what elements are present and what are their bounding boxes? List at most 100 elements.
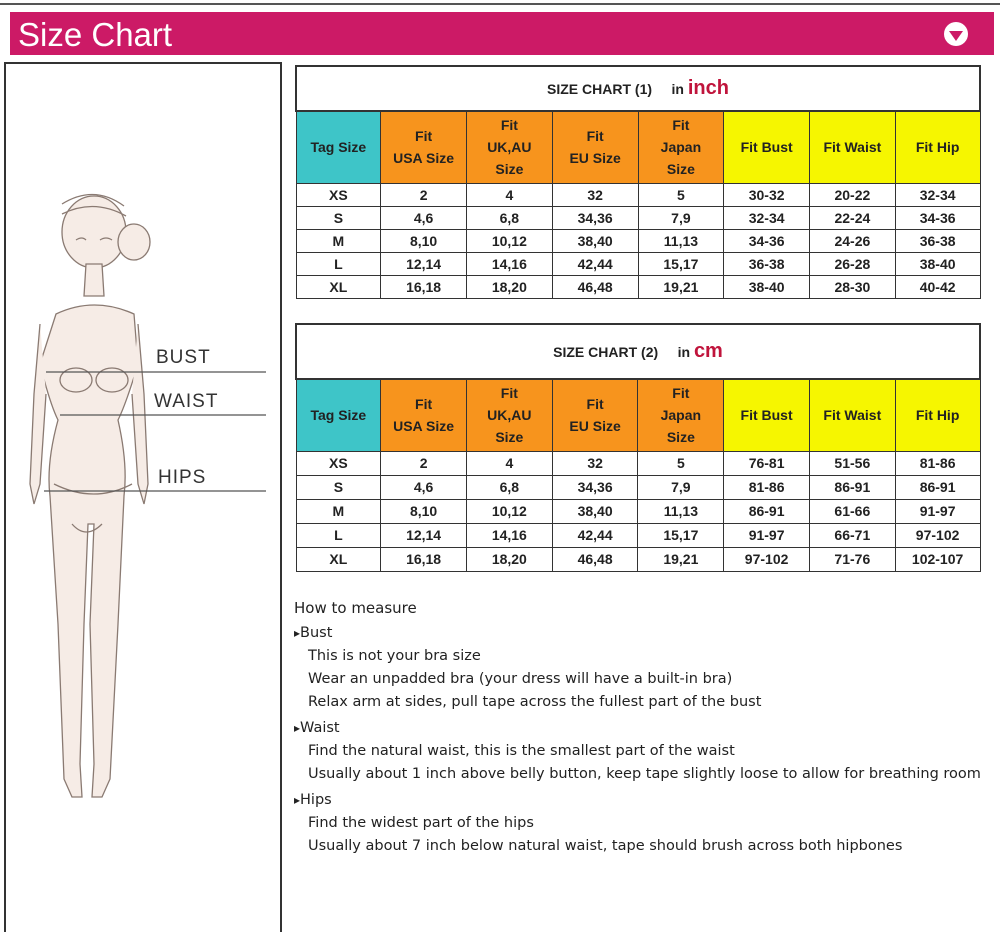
table-cell: 51-56 (808, 450, 896, 476)
column-header: Fit USA Size (380, 110, 467, 184)
table-cell: 86-91 (894, 474, 981, 500)
instruction-line: Find the widest part of the hips (308, 815, 534, 831)
column-header: Fit EU Size (551, 110, 639, 184)
table-cell: 15,17 (637, 251, 725, 276)
in-text: in (671, 81, 684, 97)
table-row: XL 16,18 18,20 46,48 19,21 97-102 71-76 102-107 (295, 546, 981, 572)
table-title: SIZE CHART (1) in inch (295, 65, 981, 112)
table-row: L 12,14 14,16 42,44 15,17 91-97 66-71 97-102 (295, 522, 981, 548)
waist-label: WAIST (154, 391, 219, 412)
column-header-text: Fit (586, 128, 604, 145)
table-cell: 16,18 (380, 274, 467, 299)
size-chart-cm-table: SIZE CHART (2) in cm Tag Size Fit USA Size… (295, 323, 981, 572)
column-header-text: EU Size (569, 418, 621, 435)
column-header-text: Fit (415, 396, 433, 413)
table-cell: 18,20 (465, 274, 553, 299)
table-cell: L (295, 251, 382, 276)
frame-border (0, 3, 1000, 5)
section-title: Hips (294, 789, 981, 812)
section-title: Bust (294, 622, 981, 645)
table-cell: 86-91 (723, 498, 810, 524)
column-header-text: Tag Size (310, 139, 367, 156)
table-cell: L (295, 522, 382, 548)
size-chart-inch-table: SIZE CHART (1) in inch Tag Size Fit USA Si… (295, 65, 981, 299)
table-cell: 66-71 (808, 522, 896, 548)
table-cell: 61-66 (808, 498, 896, 524)
column-header: Tag Size (295, 378, 382, 452)
table-cell: 76-81 (723, 450, 810, 476)
column-header-text: Fit Waist (823, 139, 882, 156)
chevron-down-circle-icon[interactable] (944, 22, 968, 46)
column-header: Fit UK,AU Size (465, 378, 553, 452)
column-header-text: Fit Bust (740, 139, 793, 156)
table-cell: XL (295, 274, 382, 299)
table-cell: 26-28 (809, 251, 896, 276)
column-header-text: Fit (500, 385, 518, 402)
table-cell: 32-34 (723, 205, 810, 230)
table-cell: 38-40 (723, 274, 810, 299)
table-cell: M (295, 228, 382, 253)
table-cell: 20-22 (809, 182, 896, 207)
column-header: Fit Waist (809, 110, 896, 184)
how-to-heading: How to measure (294, 599, 417, 617)
column-header-text: Size (495, 429, 524, 446)
table-cell: 86-91 (808, 474, 896, 500)
table-cell: 91-97 (894, 498, 981, 524)
column-header-text: UK,AU (487, 139, 532, 156)
table-cell: 42,44 (551, 522, 639, 548)
column-header-text: Fit (500, 117, 518, 134)
table-row: XS 2 4 32 5 76-81 51-56 81-86 (295, 450, 981, 476)
table-cell: 18,20 (465, 546, 553, 572)
measure-section-bust: Bust This is not your bra size Wear an unp… (294, 622, 981, 714)
table-cell: 5 (637, 182, 725, 207)
table-cell: 8,10 (380, 228, 467, 253)
table-row: M 8,10 10,12 38,40 11,13 86-91 61-66 91-97 (295, 498, 981, 524)
column-header-text: Tag Size (310, 407, 367, 424)
column-header: Fit Japan Size (637, 110, 725, 184)
table-cell: 34,36 (551, 474, 639, 500)
instruction-line: Usually about 1 inch above belly button,… (308, 766, 981, 782)
table-row: S 4,6 6,8 34,36 7,9 32-34 22-24 34-36 (295, 205, 981, 230)
table-title-text: SIZE CHART (1) (547, 81, 653, 97)
table-cell: 71-76 (808, 546, 896, 572)
column-header-text: USA Size (393, 418, 455, 435)
table-row: L 12,14 14,16 42,44 15,17 36-38 26-28 38-40 (295, 251, 981, 276)
table-cell: 102-107 (894, 546, 981, 572)
table-cell: 5 (637, 450, 725, 476)
table-cell: 12,14 (380, 522, 467, 548)
column-header: Fit EU Size (551, 378, 639, 452)
column-header-text: Japan (660, 139, 702, 156)
table-cell: 32 (551, 450, 639, 476)
table-cell: 40-42 (894, 274, 981, 299)
column-header-text: EU Size (569, 150, 621, 167)
column-header: Fit UK,AU Size (465, 110, 553, 184)
column-header: Fit Hip (894, 378, 981, 452)
measure-section-waist: Waist Find the natural waist, this is the… (294, 717, 981, 786)
column-header-text: Fit Bust (740, 407, 793, 424)
table-cell: 36-38 (723, 251, 810, 276)
table-row: XL 16,18 18,20 46,48 19,21 38-40 28-30 40-42 (295, 274, 981, 299)
table-cell: 28-30 (809, 274, 896, 299)
table-cell: 2 (380, 182, 467, 207)
table-cell: 32 (551, 182, 639, 207)
column-header: Fit USA Size (380, 378, 467, 452)
table-cell: 15,17 (637, 522, 725, 548)
unit-text: cm (693, 340, 723, 362)
table-row: M 8,10 10,12 38,40 11,13 34-36 24-26 36-38 (295, 228, 981, 253)
table-cell: 4 (465, 182, 553, 207)
table-cell: M (295, 498, 382, 524)
table-cell: 32-34 (894, 182, 981, 207)
column-header: Tag Size (295, 110, 382, 184)
column-header-text: Size (495, 161, 524, 178)
table-cell: XS (295, 450, 382, 476)
table-cell: 4 (465, 450, 553, 476)
size-chart-header[interactable]: Size Chart (10, 12, 994, 55)
body-figure-panel: BUST WAIST HIPS (4, 62, 282, 932)
column-header-text: Fit (415, 128, 433, 145)
table-cell: 19,21 (637, 546, 725, 572)
column-header: Fit Waist (808, 378, 896, 452)
measure-section-hips: Hips Find the widest part of the hips Usua… (294, 789, 981, 858)
column-header-text: Fit (672, 117, 690, 134)
table-cell: 6,8 (465, 474, 553, 500)
column-header-text: Fit (672, 385, 690, 402)
